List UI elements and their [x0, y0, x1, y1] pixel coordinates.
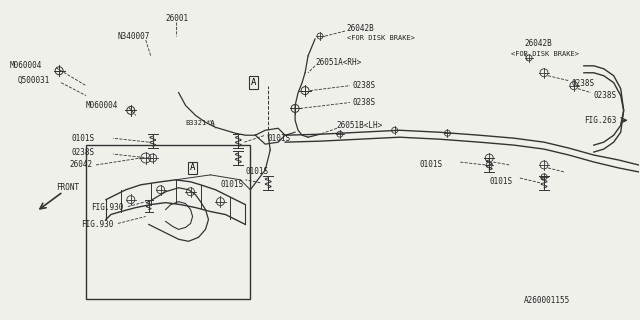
Text: FIG.930: FIG.930	[91, 203, 124, 212]
Text: 0101S: 0101S	[420, 160, 443, 170]
Text: A: A	[251, 78, 256, 87]
Text: N340007: N340007	[118, 32, 150, 41]
Text: FIG.930: FIG.930	[81, 220, 113, 229]
Text: A: A	[190, 164, 195, 172]
Text: M060004: M060004	[10, 61, 42, 70]
Text: <FOR DISK BRAKE>: <FOR DISK BRAKE>	[511, 51, 579, 57]
Text: 0101S: 0101S	[245, 167, 268, 176]
Text: 0238S: 0238S	[594, 91, 617, 100]
Text: 0101S: 0101S	[71, 134, 94, 143]
Text: 0101S: 0101S	[268, 134, 291, 143]
Text: 0238S: 0238S	[353, 98, 376, 107]
Text: M060004: M060004	[86, 101, 118, 110]
Text: 0101S: 0101S	[220, 180, 244, 189]
Text: 26042: 26042	[69, 160, 92, 170]
Bar	[86, 145, 250, 299]
Text: 26001: 26001	[166, 14, 189, 23]
Text: FRONT: FRONT	[56, 183, 79, 192]
Text: B3321*A: B3321*A	[186, 120, 215, 126]
Text: 26042B: 26042B	[347, 24, 374, 33]
Text: 26051B<LH>: 26051B<LH>	[337, 121, 383, 130]
Text: <FOR DISK BRAKE>: <FOR DISK BRAKE>	[347, 35, 415, 41]
Text: 0238S: 0238S	[353, 81, 376, 90]
Text: A260001155: A260001155	[524, 296, 570, 305]
Text: Q500031: Q500031	[17, 76, 50, 85]
Text: 26051A<RH>: 26051A<RH>	[315, 58, 361, 67]
Text: 0238S: 0238S	[71, 148, 94, 156]
Text: 0238S: 0238S	[572, 79, 595, 88]
Text: 0101S: 0101S	[489, 177, 513, 186]
Text: FIG.263: FIG.263	[584, 116, 616, 125]
Text: 26042B: 26042B	[524, 38, 552, 48]
